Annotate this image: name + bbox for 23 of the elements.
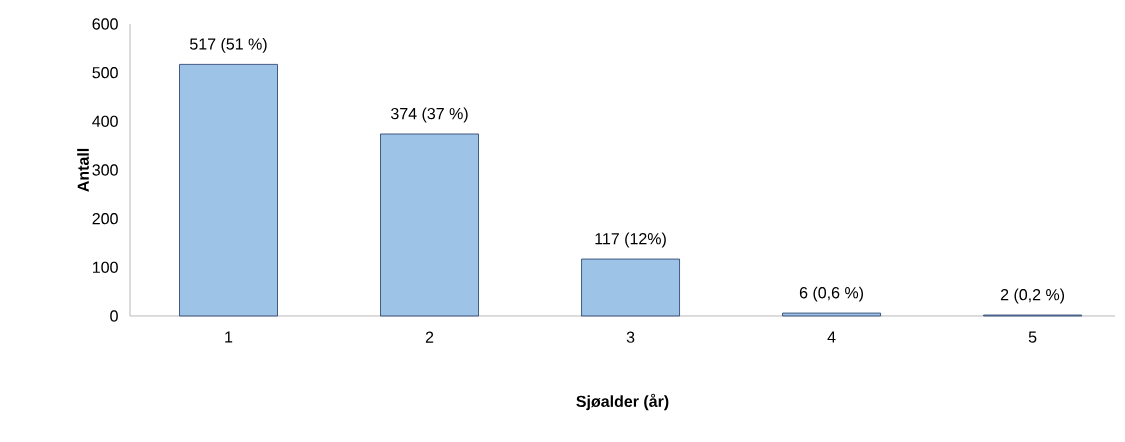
bar [782, 312, 881, 317]
x-tick-label: 4 [827, 331, 836, 343]
x-tick-label: 1 [225, 331, 233, 343]
y-tick-label: 300 [92, 164, 118, 176]
y-tick-label: 200 [92, 212, 118, 225]
data-label: 517 (51 %) [190, 37, 267, 53]
data-label: 117 (12%) [595, 232, 666, 248]
data-label: 2 (0,2 %) [1000, 288, 1065, 304]
y-tick-label: 600 [92, 18, 118, 30]
y-axis-title: Antall [77, 148, 89, 192]
y-tick-label: 0 [110, 310, 118, 322]
data-label: 374 (37 %) [391, 107, 468, 123]
x-axis-title: Sjøalder (år) [576, 393, 669, 411]
y-tick-label: 400 [92, 115, 118, 127]
x-tick-label: 2 [425, 331, 434, 343]
y-tick-label: 500 [92, 66, 118, 79]
y-tick-label: 100 [93, 261, 118, 273]
x-tick-label: 5 [1028, 331, 1037, 343]
x-tick-label: 3 [626, 331, 635, 343]
bar [179, 63, 278, 317]
bar [380, 133, 479, 317]
bar [581, 258, 680, 317]
data-label: 6 (0,6 %) [799, 286, 864, 302]
